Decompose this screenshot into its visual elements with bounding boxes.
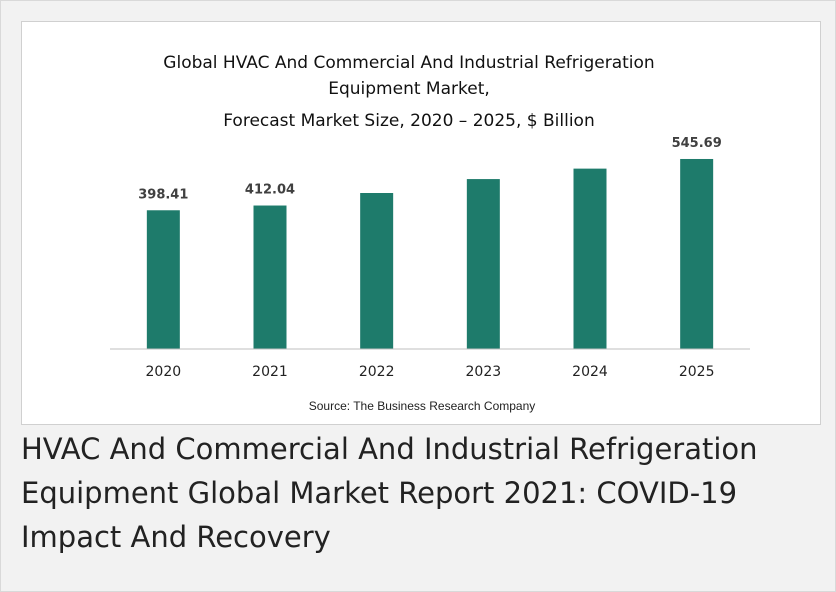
chart-title-line-2: Equipment Market, — [328, 79, 490, 99]
bar-2020 — [146, 210, 180, 349]
data-label-2021: 412.04 — [245, 183, 295, 198]
x-tick-label-2021: 2021 — [252, 364, 288, 380]
x-tick-label-2024: 2024 — [572, 364, 608, 380]
x-tick-label-2022: 2022 — [359, 364, 395, 380]
bar-chart: Global HVAC And Commercial And Industria… — [110, 53, 750, 413]
data-label-2020: 398.41 — [138, 187, 188, 202]
x-tick-label-2023: 2023 — [466, 364, 502, 380]
chart-image: Global HVAC And Commercial And Industria… — [21, 21, 821, 425]
bar-2022 — [360, 193, 394, 349]
bar-2024 — [573, 168, 607, 349]
x-tick-label-2025: 2025 — [679, 364, 715, 380]
x-tick-label-2020: 2020 — [146, 364, 182, 380]
source-credit: Source: The Business Research Company — [309, 399, 536, 413]
chart-title-line-3: Forecast Market Size, 2020 – 2025, $ Bil… — [223, 111, 594, 131]
bar-2025 — [680, 158, 714, 349]
article-headline[interactable]: HVAC And Commercial And Industrial Refri… — [21, 432, 758, 554]
chart-title-line-1: Global HVAC And Commercial And Industria… — [163, 53, 654, 73]
data-label-2025: 545.69 — [672, 136, 722, 151]
bar-2021 — [253, 205, 287, 349]
bar-2023 — [466, 179, 500, 349]
